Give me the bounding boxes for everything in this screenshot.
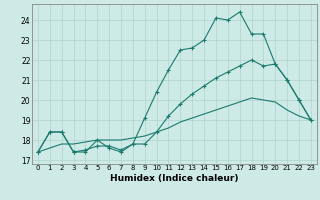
X-axis label: Humidex (Indice chaleur): Humidex (Indice chaleur) — [110, 174, 239, 183]
